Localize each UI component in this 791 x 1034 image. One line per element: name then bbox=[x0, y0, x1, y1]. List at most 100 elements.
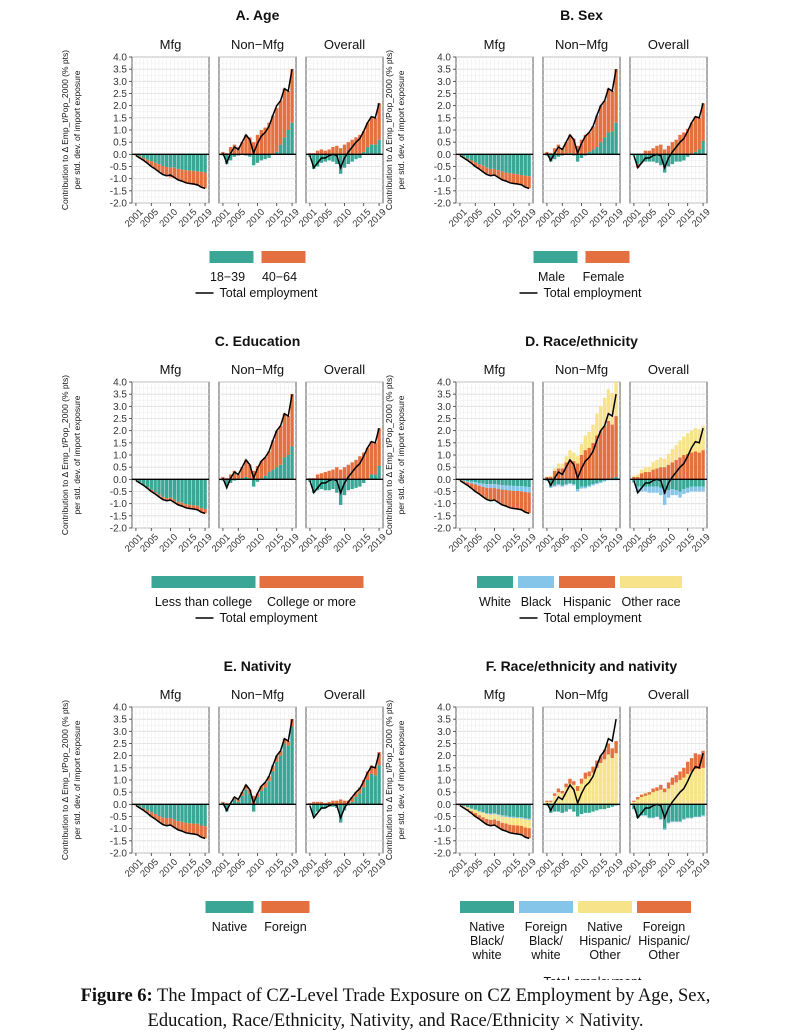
bar-segment bbox=[497, 804, 500, 814]
y-tick-label: -1.5 bbox=[110, 511, 128, 522]
bar-segment bbox=[651, 789, 654, 793]
bar-segment bbox=[184, 170, 187, 183]
bar-segment bbox=[354, 154, 357, 159]
bar-segment bbox=[659, 145, 662, 155]
bar-segment bbox=[500, 490, 503, 505]
bar-segment bbox=[173, 479, 176, 499]
y-axis-label: per std. dev. of import exposure bbox=[396, 70, 406, 189]
y-tick-label: 1.0 bbox=[437, 451, 451, 462]
x-tick-label: 2005 bbox=[636, 857, 659, 880]
y-tick-label: -2.0 bbox=[110, 849, 128, 860]
legend-label: Black/ bbox=[470, 934, 505, 948]
bar-segment bbox=[500, 815, 503, 816]
x-tick-label: 2019 bbox=[279, 532, 302, 555]
y-tick-label: 2.5 bbox=[437, 739, 451, 750]
y-tick-label: 3.0 bbox=[113, 77, 127, 88]
y-axis-label: per std. dev. of import exposure bbox=[72, 720, 82, 839]
bar-segment bbox=[636, 479, 639, 486]
y-axis-label: Contribution to Δ Emp_t/Pop_2000 (% pts) bbox=[384, 700, 394, 860]
bar-segment bbox=[698, 479, 701, 486]
bar-segment bbox=[520, 818, 523, 826]
bar-segment bbox=[659, 819, 662, 820]
bar-segment bbox=[580, 804, 583, 814]
bar-segment bbox=[252, 154, 255, 165]
bar-segment bbox=[671, 821, 674, 822]
x-tick-label: 2005 bbox=[225, 857, 248, 880]
legend-swatch bbox=[210, 251, 254, 263]
bar-segment bbox=[580, 444, 583, 455]
facet-label: Non−Mfg bbox=[555, 362, 608, 377]
bar-segment bbox=[331, 470, 334, 480]
bar-segment bbox=[200, 172, 203, 188]
bar-segment bbox=[477, 804, 480, 811]
legend-swatch bbox=[519, 901, 573, 913]
bar-segment bbox=[698, 149, 701, 154]
bar-segment bbox=[275, 762, 278, 805]
bar-segment bbox=[192, 154, 195, 171]
y-axis-label: Contribution to Δ Emp_t/Pop_2000 (% pts) bbox=[60, 50, 70, 210]
bar-segment bbox=[146, 154, 149, 159]
bar-segment bbox=[271, 771, 274, 804]
y-tick-label: 1.0 bbox=[113, 776, 127, 787]
bar-segment bbox=[279, 465, 282, 480]
bar-segment bbox=[263, 457, 266, 475]
bar-segment bbox=[561, 791, 564, 793]
bar-segment bbox=[508, 818, 511, 825]
bar-segment bbox=[698, 804, 701, 816]
facet-label: Overall bbox=[324, 687, 365, 702]
bar-segment bbox=[370, 774, 373, 804]
bar-segment bbox=[553, 485, 556, 486]
bar-segment bbox=[279, 145, 282, 155]
legend-swatch bbox=[620, 576, 682, 588]
legend-swatch bbox=[477, 576, 513, 588]
legend-label: Less than college bbox=[155, 595, 252, 609]
bar-segment bbox=[516, 804, 519, 817]
bar-segment bbox=[169, 154, 172, 167]
x-tick-label: 2019 bbox=[516, 857, 539, 880]
bar-segment bbox=[682, 154, 685, 160]
y-tick-label: -1.0 bbox=[110, 174, 128, 185]
bar-segment bbox=[347, 479, 350, 490]
bar-segment bbox=[632, 801, 635, 802]
bar-segment bbox=[512, 817, 515, 818]
bar-segment bbox=[663, 459, 666, 468]
bar-segment bbox=[188, 171, 191, 184]
bar-segment bbox=[576, 479, 579, 489]
legend-swatch bbox=[206, 901, 254, 913]
bar-segment bbox=[477, 154, 480, 164]
bar-segment bbox=[682, 455, 685, 479]
bar-segment bbox=[221, 802, 224, 803]
bar-segment bbox=[347, 154, 350, 164]
bar-segment bbox=[275, 108, 278, 152]
facet-label: Overall bbox=[324, 37, 365, 52]
bar-segment bbox=[694, 804, 697, 816]
x-tick-label: 2010 bbox=[655, 532, 678, 555]
y-tick-label: -0.5 bbox=[434, 162, 452, 173]
bar-segment bbox=[576, 786, 579, 791]
y-tick-label: -0.5 bbox=[434, 812, 452, 823]
legend-swatch bbox=[559, 576, 615, 588]
y-tick-label: -1.0 bbox=[110, 499, 128, 510]
bar-segment bbox=[180, 479, 183, 502]
x-tick-label: 2019 bbox=[690, 857, 713, 880]
y-axis-label: Contribution to Δ Emp_t/Pop_2000 (% pts) bbox=[60, 700, 70, 860]
bar-segment bbox=[489, 804, 492, 813]
bar-segment bbox=[466, 807, 469, 808]
y-tick-label: 3.0 bbox=[113, 402, 127, 413]
x-tick-label: 2010 bbox=[481, 532, 504, 555]
bar-segment bbox=[599, 406, 602, 430]
figure-caption: Figure 6: The Impact of CZ-Level Trade E… bbox=[0, 984, 791, 1034]
bar-segment bbox=[644, 796, 647, 805]
chart-title: E. Nativity bbox=[224, 658, 292, 674]
bar-segment bbox=[493, 819, 496, 825]
y-tick-label: 0.0 bbox=[113, 475, 127, 486]
bar-segment bbox=[188, 823, 191, 833]
bar-segment bbox=[640, 795, 643, 797]
y-tick-label: 4.0 bbox=[113, 703, 127, 714]
y-tick-label: -2.0 bbox=[434, 199, 452, 210]
bar-segment bbox=[161, 804, 164, 817]
y-tick-label: -0.5 bbox=[110, 812, 128, 823]
